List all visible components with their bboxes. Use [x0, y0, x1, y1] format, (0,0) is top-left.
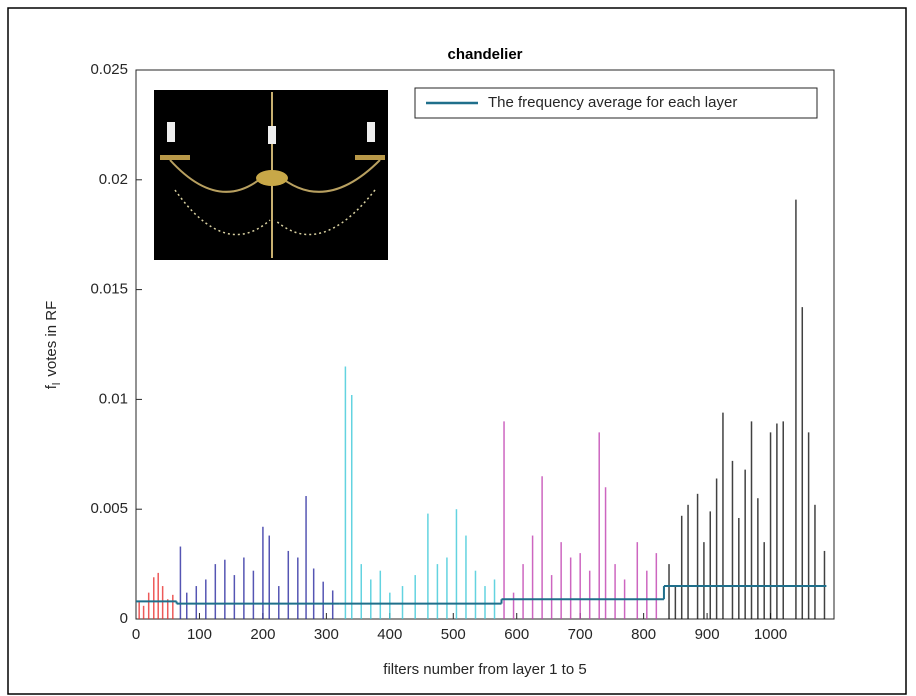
legend-label: The frequency average for each layer [488, 94, 737, 111]
y-tick-label: 0.005 [90, 500, 128, 517]
y-axis-label: fl votes in RF [43, 301, 63, 389]
y-label-main: f [43, 384, 60, 389]
x-axis-label: filters number from layer 1 to 5 [383, 661, 586, 678]
x-tick-label: 1000 [754, 626, 787, 643]
x-tick-label: 600 [504, 626, 529, 643]
chart-title: chandelier [447, 46, 522, 63]
x-tick-label: 900 [695, 626, 720, 643]
x-tick-label: 800 [631, 626, 656, 643]
inset-image [154, 90, 388, 260]
y-tick-label: 0.025 [90, 61, 128, 78]
legend: The frequency average for each layer [414, 87, 818, 119]
y-tick-label: 0.015 [90, 281, 128, 298]
y-label-sub: l [51, 383, 63, 385]
x-tick-label: 500 [441, 626, 466, 643]
y-label-rest: votes in RF [43, 301, 60, 377]
y-tick-label: 0.01 [99, 390, 128, 407]
x-tick-label: 400 [377, 626, 402, 643]
y-tick-label: 0 [120, 610, 128, 627]
y-tick-label: 0.02 [99, 171, 128, 188]
x-tick-label: 200 [250, 626, 275, 643]
x-tick-label: 700 [568, 626, 593, 643]
x-tick-label: 300 [314, 626, 339, 643]
legend-box [414, 87, 818, 119]
x-tick-label: 0 [132, 626, 140, 643]
x-tick-label: 100 [187, 626, 212, 643]
